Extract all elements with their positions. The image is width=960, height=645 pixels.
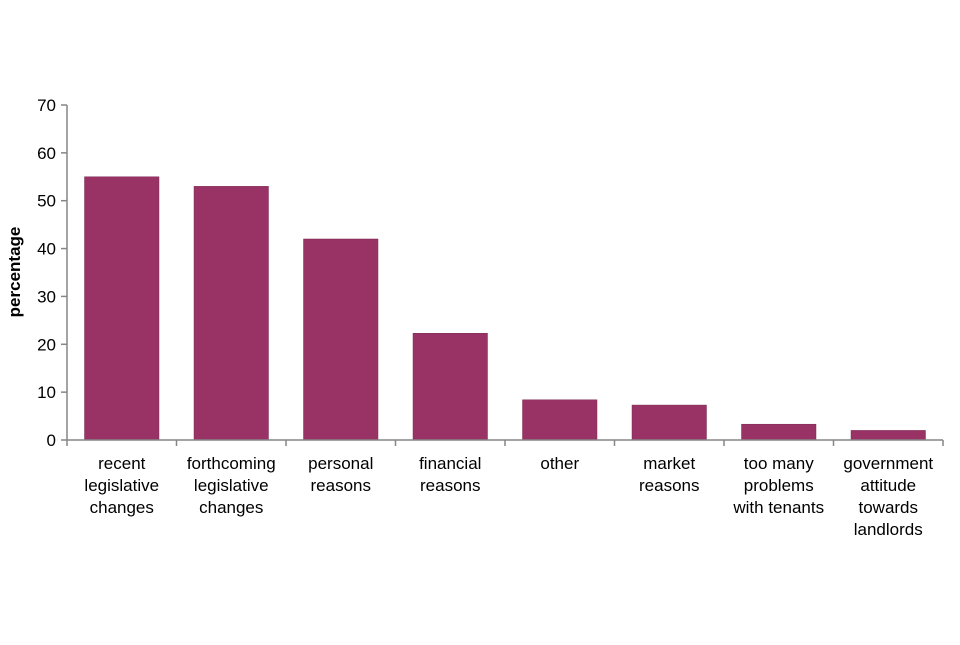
- bar: [84, 176, 160, 441]
- x-ticks-group: [66, 440, 944, 446]
- y-tick-label: 20: [37, 335, 56, 354]
- y-tick-label: 60: [37, 144, 56, 163]
- bar: [303, 238, 379, 441]
- bar: [412, 333, 488, 441]
- category-labels-group: recent legislative changes forthcoming legis…: [84, 454, 933, 539]
- x-category-label: government attitude towards landlords: [843, 454, 933, 539]
- y-tick-label: 40: [37, 240, 56, 259]
- bar: [850, 430, 926, 441]
- y-tick-label: 30: [37, 287, 56, 306]
- bar: [631, 404, 707, 441]
- y-ticks-group: 0 10 20 30 40 50 60 70: [37, 96, 67, 450]
- x-category-label: financial reasons: [419, 454, 481, 495]
- bar: [522, 399, 598, 441]
- bar: [193, 186, 269, 441]
- y-axis-label: percentage: [5, 227, 24, 318]
- y-tick-label: 10: [37, 383, 56, 402]
- x-category-label: too many problems with tenants: [732, 454, 824, 517]
- bar: [741, 423, 817, 441]
- y-tick-label: 50: [37, 192, 56, 211]
- y-tick-label: 0: [47, 431, 56, 450]
- x-category-label: personal reasons: [308, 454, 373, 495]
- x-category-label: market reasons: [639, 454, 699, 495]
- y-tick-label: 70: [37, 96, 56, 115]
- x-category-label: forthcoming legislative changes: [187, 454, 276, 517]
- x-category-label: other: [540, 454, 579, 473]
- x-category-label: recent legislative changes: [84, 454, 159, 517]
- bars-group: [84, 176, 926, 441]
